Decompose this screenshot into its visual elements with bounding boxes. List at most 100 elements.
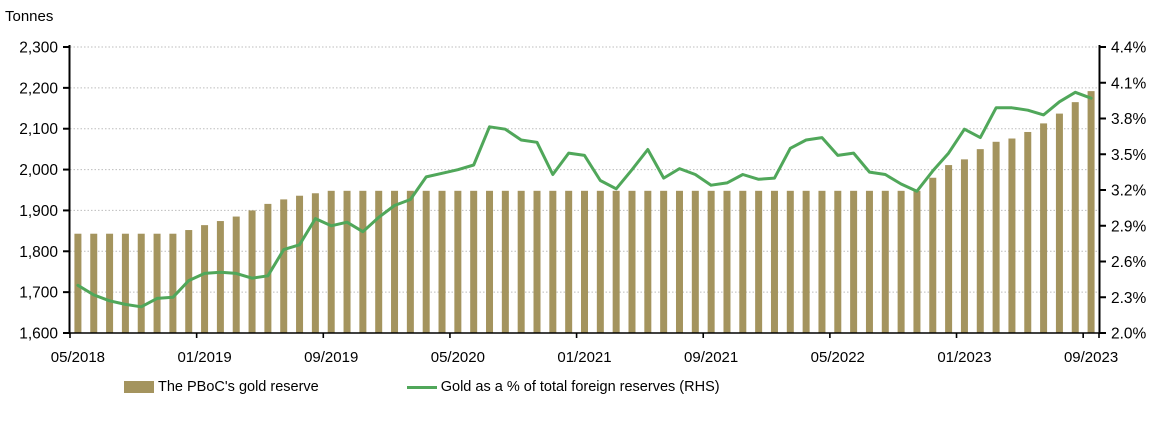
bar-05/2023 (1024, 131, 1032, 333)
y-left-tick-label: 1,900 (19, 203, 58, 220)
y-right-tick-label: 2.6% (1111, 254, 1147, 271)
bar-04/2019 (248, 210, 256, 333)
bar-06/2023 (1040, 123, 1048, 333)
bar-01/2022 (770, 190, 778, 333)
bar-04/2021 (628, 190, 636, 333)
bar-10/2022 (913, 190, 921, 333)
bar-06/2021 (660, 190, 668, 333)
y-right-tick-label: 4.1% (1111, 75, 1147, 92)
bar-05/2021 (644, 190, 652, 333)
bar-06/2019 (280, 199, 288, 333)
x-tick-label: 09/2021 (684, 349, 738, 366)
bar-07/2019 (296, 195, 304, 333)
bar-01/2023 (960, 159, 968, 333)
legend: The PBoC's gold reserve Gold as a % of t… (124, 379, 720, 395)
bar-11/2022 (929, 177, 937, 333)
bar-10/2019 (343, 190, 351, 333)
bar-03/2020 (422, 190, 430, 333)
legend-bar-label: The PBoC's gold reserve (158, 379, 319, 395)
bar-08/2020 (501, 190, 509, 333)
bar-05/2019 (264, 203, 272, 333)
y-left-tick-label: 1,700 (19, 285, 58, 302)
y-right-tick-label: 2.9% (1111, 218, 1147, 235)
bar-03/2022 (802, 190, 810, 333)
bar-02/2020 (406, 190, 414, 333)
x-tick-label: 05/2018 (51, 349, 105, 366)
legend-line-swatch-icon (406, 385, 437, 389)
bar-02/2023 (976, 149, 984, 333)
bar-07/2022 (865, 190, 873, 333)
x-tick-label: 01/2021 (557, 349, 611, 366)
bar-09/2019 (327, 190, 335, 333)
bar-07/2021 (675, 190, 683, 333)
bar-10/2018 (153, 233, 161, 333)
x-tick-label: 09/2019 (304, 349, 358, 366)
y-right-tick-label: 3.2% (1111, 183, 1147, 200)
bar-11/2019 (359, 190, 367, 333)
bar-02/2022 (786, 190, 794, 333)
bar-05/2018 (74, 233, 82, 333)
bar-09/2020 (517, 190, 525, 333)
bar-08/2019 (311, 193, 319, 333)
bar-11/2020 (549, 190, 557, 333)
y-left-tick-label: 2,100 (19, 121, 58, 138)
y-left-tick-label: 1,800 (19, 244, 58, 261)
bar-08/2018 (121, 233, 129, 333)
bar-10/2020 (533, 190, 541, 333)
bar-02/2021 (596, 190, 604, 333)
bar-04/2023 (1008, 138, 1016, 333)
bar-08/2023 (1071, 102, 1079, 334)
y-right-tick-label: 2.0% (1111, 326, 1147, 343)
bar-02/2019 (216, 221, 224, 333)
bar-01/2019 (201, 225, 209, 333)
legend-item-bars: The PBoC's gold reserve (124, 379, 319, 395)
bar-06/2020 (470, 190, 478, 333)
y-right-tick-label: 2.3% (1111, 290, 1147, 307)
bar-12/2021 (755, 190, 763, 333)
y-right-tick-label: 4.4% (1111, 40, 1147, 57)
bar-08/2022 (881, 190, 889, 333)
left-axis-title: Tonnes (5, 8, 54, 25)
bar-07/2020 (486, 190, 494, 333)
bar-06/2018 (90, 233, 98, 333)
bar-07/2018 (106, 233, 114, 333)
x-tick-label: 05/2022 (811, 349, 865, 366)
bar-09/2018 (137, 233, 145, 333)
legend-item-line: Gold as a % of total foreign reserves (R… (406, 379, 720, 395)
bar-11/2018 (169, 233, 177, 333)
bar-09/2023 (1087, 91, 1095, 333)
legend-bar-swatch-icon (124, 381, 154, 393)
bar-12/2022 (945, 165, 953, 333)
bar-09/2022 (897, 190, 905, 333)
bar-01/2021 (581, 190, 588, 333)
bar-11/2021 (739, 190, 747, 333)
line-series (76, 90, 1093, 309)
y-left-tick-label: 2,200 (19, 80, 58, 97)
bar-04/2022 (818, 190, 826, 333)
x-tick-label: 01/2023 (937, 349, 991, 366)
bar-01/2020 (391, 190, 399, 333)
bar-09/2021 (707, 190, 715, 333)
y-left-tick-label: 1,600 (19, 326, 58, 343)
bar-07/2023 (1055, 113, 1063, 334)
y-right-tick-label: 3.5% (1111, 147, 1147, 164)
bar-05/2020 (454, 190, 462, 333)
legend-line-label: Gold as a % of total foreign reserves (R… (440, 379, 720, 395)
x-tick-label: 05/2020 (431, 349, 485, 366)
bar-08/2021 (691, 190, 699, 333)
bar-03/2021 (612, 190, 620, 333)
bar-12/2020 (565, 190, 573, 333)
y-right-tick-label: 3.8% (1111, 111, 1147, 128)
x-tick-label: 09/2023 (1064, 349, 1118, 366)
y-left-tick-label: 2,300 (19, 40, 58, 57)
x-tick-label: 01/2019 (177, 349, 231, 366)
bar-12/2019 (375, 190, 383, 333)
bar-05/2022 (834, 190, 842, 333)
bar-10/2021 (723, 190, 731, 333)
y-left-tick-label: 2,000 (19, 162, 58, 179)
bar-03/2023 (992, 141, 1000, 333)
bar-06/2022 (850, 190, 858, 333)
bar-04/2020 (438, 190, 446, 333)
